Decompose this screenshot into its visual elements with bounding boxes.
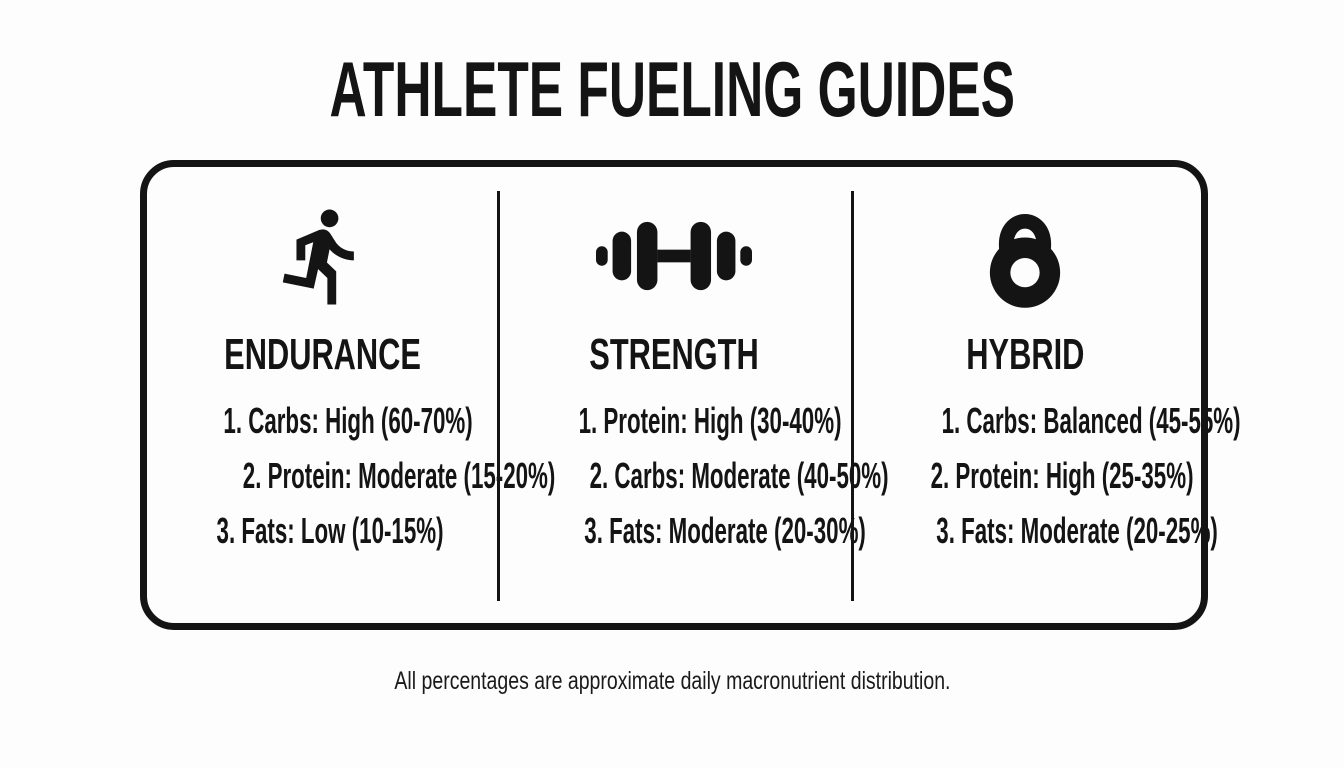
list-item: 3. Fats: Moderate (20-30%) — [498, 503, 867, 558]
column-heading-hybrid: HYBRID — [941, 330, 1110, 379]
dumbbell-icon — [595, 197, 753, 315]
column-divider-2 — [851, 191, 854, 601]
list-item-text: 1. Protein: High (30-40%) — [578, 400, 842, 442]
list-item: 2. Protein: Moderate (15-20%) — [147, 448, 556, 503]
column-heading-strength: STRENGTH — [553, 330, 795, 379]
column-endurance: ENDURANCE 1. Carbs: High (60-70%) 2. Pro… — [147, 167, 556, 623]
column-hybrid: HYBRID 1. Carbs: Balanced (45-55%) 2. Pr… — [850, 167, 1240, 623]
list-item-text: 3. Fats: Moderate (20-30%) — [584, 510, 867, 552]
list-item-text: 2. Carbs: Moderate (40-50%) — [589, 455, 889, 497]
list-item: 1. Protein: High (30-40%) — [498, 393, 849, 448]
list-item: 3. Fats: Low (10-15%) — [147, 503, 498, 558]
column-strength: STRENGTH 1. Protein: High (30-40%) 2. Ca… — [498, 167, 889, 623]
list-item-text: 3. Fats: Low (10-15%) — [216, 510, 444, 552]
list-item: 2. Carbs: Moderate (40-50%) — [498, 448, 889, 503]
list-item: 1. Carbs: Balanced (45-55%) — [850, 393, 1240, 448]
footer-note: All percentages are approximate daily ma… — [0, 666, 1344, 696]
column-heading-endurance: ENDURANCE — [182, 330, 463, 379]
column-heading-text: STRENGTH — [589, 330, 759, 379]
kettlebell-icon — [984, 197, 1066, 315]
list-item-text: 1. Carbs: High (60-70%) — [223, 400, 473, 442]
footer-note-text: All percentages are approximate daily ma… — [393, 667, 951, 695]
list-item: 2. Protein: High (25-35%) — [850, 448, 1201, 503]
column-heading-text: ENDURANCE — [224, 330, 422, 379]
macro-list-hybrid: 1. Carbs: Balanced (45-55%) 2. Protein: … — [850, 393, 1240, 558]
list-item-text: 1. Carbs: Balanced (45-55%) — [941, 400, 1241, 442]
list-item-text: 2. Protein: Moderate (15-20%) — [242, 455, 556, 497]
list-item: 3. Fats: Moderate (20-25%) — [850, 503, 1218, 558]
column-heading-text: HYBRID — [966, 330, 1085, 379]
macro-list-endurance: 1. Carbs: High (60-70%) 2. Protein: Mode… — [147, 393, 556, 558]
list-item: 1. Carbs: High (60-70%) — [147, 393, 498, 448]
macro-list-strength: 1. Protein: High (30-40%) 2. Carbs: Mode… — [498, 393, 889, 558]
page-title-text: ATHLETE FUELING GUIDES — [329, 45, 1015, 133]
list-item-text: 3. Fats: Moderate (20-25%) — [935, 510, 1218, 552]
column-divider-1 — [497, 191, 500, 601]
list-item-text: 2. Protein: High (25-35%) — [930, 455, 1194, 497]
runner-icon — [270, 197, 376, 315]
guide-panel: ENDURANCE 1. Carbs: High (60-70%) 2. Pro… — [140, 160, 1240, 630]
page-title: ATHLETE FUELING GUIDES — [0, 50, 1344, 128]
